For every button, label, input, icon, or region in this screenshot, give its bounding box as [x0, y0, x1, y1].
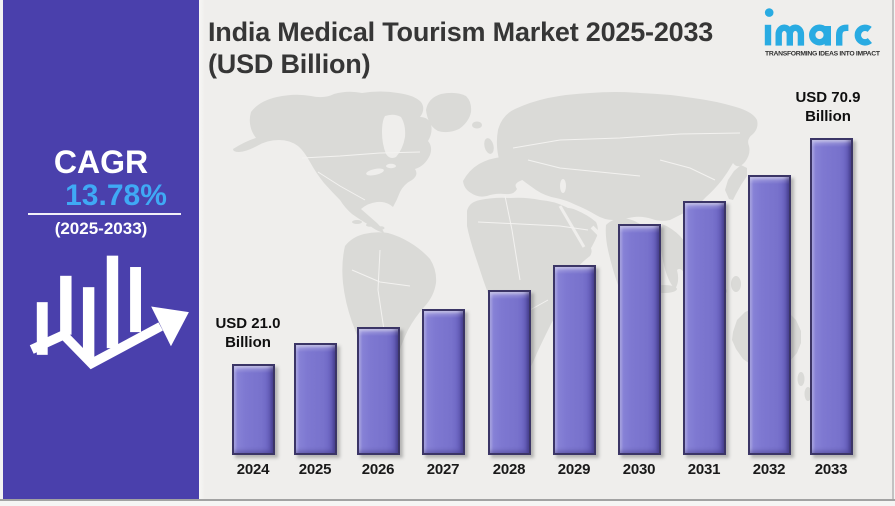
svg-text:TRANSFORMING IDEAS INTO IMPACT: TRANSFORMING IDEAS INTO IMPACT — [765, 51, 881, 58]
